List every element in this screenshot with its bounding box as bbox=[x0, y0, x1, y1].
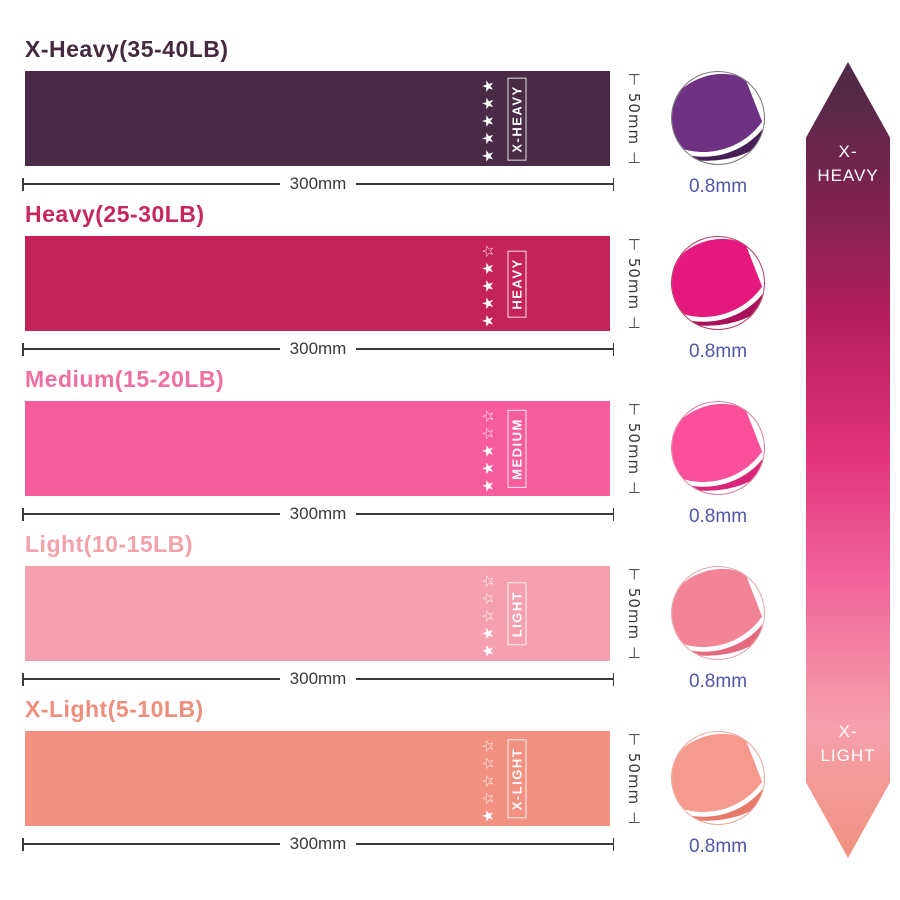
star-rating: ★★★★☆ bbox=[479, 239, 497, 328]
dim-line bbox=[356, 513, 613, 515]
folded-band-icon bbox=[672, 403, 764, 491]
width-dimension: 300mm bbox=[22, 174, 614, 194]
thickness-value: 0.8mm bbox=[688, 671, 748, 692]
width-dimension-value: 300mm bbox=[289, 504, 347, 523]
dim-tick-right-icon bbox=[612, 177, 614, 191]
dim-tick-end-icon: ⊣ bbox=[625, 645, 643, 660]
height-dimension-value: 50mm bbox=[625, 257, 643, 310]
folded-band-photo bbox=[671, 566, 765, 660]
dim-tick-end-icon: ⊣ bbox=[625, 150, 643, 165]
band-strength-label: X-LIGHT bbox=[507, 739, 527, 818]
dim-tick-left-icon bbox=[22, 342, 24, 356]
band-strength-label: MEDIUM bbox=[507, 409, 527, 488]
dim-line bbox=[23, 678, 280, 680]
dim-tick-start-icon: ⊢ bbox=[625, 732, 643, 747]
dim-line bbox=[356, 348, 613, 350]
dim-tick-left-icon bbox=[22, 177, 24, 191]
band-strength-label: LIGHT bbox=[507, 582, 527, 645]
resistance-band: ★★☆☆☆ LIGHT bbox=[25, 566, 610, 661]
height-dimension-value: 50mm bbox=[625, 752, 643, 805]
dim-tick-end-icon: ⊣ bbox=[625, 480, 643, 495]
dim-tick-left-icon bbox=[22, 837, 24, 851]
height-dimension-value: 50mm bbox=[625, 92, 643, 145]
width-dimension: 300mm bbox=[22, 669, 614, 689]
dim-tick-start-icon: ⊢ bbox=[625, 567, 643, 582]
height-dimension: ⊢ 50mm ⊣ bbox=[616, 401, 652, 496]
band-row: Heavy(25-30LB) ★★★★☆ HEAVY ⊢ 50mm ⊣ 300m… bbox=[0, 201, 900, 368]
band-row: X-Heavy(35-40LB) ★★★★★ X-HEAVY ⊢ 50mm ⊣ … bbox=[0, 36, 900, 203]
dim-tick-right-icon bbox=[612, 672, 614, 686]
band-strength-label: HEAVY bbox=[507, 249, 527, 318]
band-row: Medium(15-20LB) ★★★☆☆ MEDIUM ⊢ 50mm ⊣ 30… bbox=[0, 366, 900, 533]
star-rating: ★★★★★ bbox=[479, 74, 497, 163]
width-dimension-value: 300mm bbox=[289, 174, 347, 193]
width-dimension: 300mm bbox=[22, 504, 614, 524]
dim-tick-right-icon bbox=[612, 837, 614, 851]
band-title: X-Heavy(35-40LB) bbox=[25, 36, 229, 62]
resistance-band: ★☆☆☆☆ X-LIGHT bbox=[25, 731, 610, 826]
dim-tick-right-icon bbox=[612, 342, 614, 356]
height-dimension: ⊢ 50mm ⊣ bbox=[616, 731, 652, 826]
dim-tick-left-icon bbox=[22, 672, 24, 686]
dim-line bbox=[23, 348, 280, 350]
width-dimension-value: 300mm bbox=[289, 669, 347, 688]
height-dimension-value: 50mm bbox=[625, 587, 643, 640]
thickness-value: 0.8mm bbox=[688, 176, 748, 197]
folded-band-photo bbox=[671, 731, 765, 825]
folded-band-photo bbox=[671, 71, 765, 165]
band-title: Light(10-15LB) bbox=[25, 531, 193, 557]
star-rating: ★★☆☆☆ bbox=[479, 569, 497, 658]
dim-tick-right-icon bbox=[612, 507, 614, 521]
resistance-band: ★★★★☆ HEAVY bbox=[25, 236, 610, 331]
dim-line bbox=[23, 513, 280, 515]
resistance-band: ★★★☆☆ MEDIUM bbox=[25, 401, 610, 496]
width-dimension: 300mm bbox=[22, 339, 614, 359]
dim-tick-start-icon: ⊢ bbox=[625, 402, 643, 417]
dim-line bbox=[23, 843, 280, 845]
strength-gradient-arrow: X-HEAVY X-LIGHT bbox=[806, 62, 890, 858]
dim-tick-end-icon: ⊣ bbox=[625, 810, 643, 825]
dim-line bbox=[356, 678, 613, 680]
folded-band-photo bbox=[671, 401, 765, 495]
star-rating: ★★★☆☆ bbox=[479, 404, 497, 493]
resistance-band: ★★★★★ X-HEAVY bbox=[25, 71, 610, 166]
thickness-value: 0.8mm bbox=[688, 836, 748, 857]
width-dimension-value: 300mm bbox=[289, 339, 347, 358]
folded-band-icon bbox=[672, 73, 764, 161]
arrow-top-label: X-HEAVY bbox=[817, 142, 879, 185]
band-row: Light(10-15LB) ★★☆☆☆ LIGHT ⊢ 50mm ⊣ 300m… bbox=[0, 531, 900, 698]
folded-band-icon bbox=[672, 568, 764, 656]
dim-tick-left-icon bbox=[22, 507, 24, 521]
arrow-bottom-label: X-LIGHT bbox=[820, 722, 876, 766]
height-dimension: ⊢ 50mm ⊣ bbox=[616, 566, 652, 661]
dim-line bbox=[356, 843, 613, 845]
dim-line bbox=[23, 183, 280, 185]
thickness-value: 0.8mm bbox=[688, 506, 748, 527]
band-row: X-Light(5-10LB) ★☆☆☆☆ X-LIGHT ⊢ 50mm ⊣ 3… bbox=[0, 696, 900, 863]
height-dimension-value: 50mm bbox=[625, 422, 643, 475]
band-strength-label: X-HEAVY bbox=[507, 76, 527, 161]
height-dimension: ⊢ 50mm ⊣ bbox=[616, 236, 652, 331]
dim-line bbox=[356, 183, 613, 185]
width-dimension-value: 300mm bbox=[289, 834, 347, 853]
band-title: Medium(15-20LB) bbox=[25, 366, 225, 392]
width-dimension: 300mm bbox=[22, 834, 614, 854]
dim-tick-start-icon: ⊢ bbox=[625, 237, 643, 252]
band-title: X-Light(5-10LB) bbox=[25, 696, 204, 722]
dim-tick-end-icon: ⊣ bbox=[625, 315, 643, 330]
thickness-value: 0.8mm bbox=[688, 341, 748, 362]
folded-band-photo bbox=[671, 236, 765, 330]
folded-band-icon bbox=[672, 733, 764, 821]
band-title: Heavy(25-30LB) bbox=[25, 201, 205, 227]
dim-tick-start-icon: ⊢ bbox=[625, 72, 643, 87]
folded-band-icon bbox=[672, 238, 764, 326]
star-rating: ★☆☆☆☆ bbox=[479, 734, 497, 823]
height-dimension: ⊢ 50mm ⊣ bbox=[616, 71, 652, 166]
